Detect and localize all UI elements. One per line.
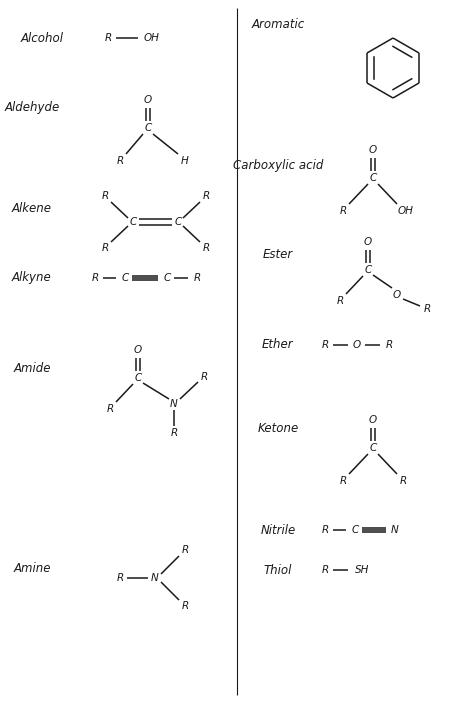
Text: Ester: Ester: [263, 248, 293, 262]
Text: R: R: [423, 304, 430, 314]
Text: R: R: [182, 545, 189, 555]
Text: R: R: [339, 476, 346, 486]
Text: Alcohol: Alcohol: [20, 32, 64, 44]
Text: C: C: [351, 525, 359, 535]
Text: O: O: [393, 290, 401, 300]
Text: O: O: [134, 345, 142, 355]
Text: C: C: [164, 273, 171, 283]
Text: R: R: [321, 565, 328, 575]
Text: R: R: [117, 156, 124, 166]
Text: R: R: [339, 206, 346, 216]
Text: R: R: [193, 273, 201, 283]
Text: O: O: [144, 95, 152, 105]
Text: R: R: [106, 404, 114, 414]
Text: R: R: [170, 428, 178, 438]
Text: R: R: [321, 340, 328, 350]
Text: Amine: Amine: [13, 562, 51, 574]
Text: C: C: [369, 173, 377, 183]
Text: R: R: [182, 601, 189, 611]
Text: R: R: [101, 191, 109, 201]
Text: R: R: [101, 243, 109, 253]
Text: C: C: [365, 265, 372, 275]
Text: R: R: [202, 243, 210, 253]
Text: Amide: Amide: [13, 361, 51, 375]
Text: R: R: [91, 273, 99, 283]
Text: C: C: [369, 443, 377, 453]
Text: SH: SH: [355, 565, 369, 575]
Text: O: O: [369, 415, 377, 425]
Text: R: R: [337, 296, 344, 306]
Text: Aldehyde: Aldehyde: [4, 101, 60, 115]
Text: O: O: [369, 145, 377, 155]
Text: Aromatic: Aromatic: [251, 18, 305, 32]
Text: R: R: [117, 573, 124, 583]
Text: C: C: [121, 273, 128, 283]
Text: Ketone: Ketone: [257, 422, 299, 434]
Text: Alkyne: Alkyne: [12, 271, 52, 285]
Text: O: O: [364, 237, 372, 247]
Text: N: N: [391, 525, 399, 535]
Text: R: R: [104, 33, 111, 43]
Text: H: H: [181, 156, 189, 166]
Text: Thiol: Thiol: [264, 564, 292, 576]
Text: C: C: [174, 217, 182, 227]
Text: Alkene: Alkene: [12, 202, 52, 214]
Text: OH: OH: [144, 33, 160, 43]
Text: N: N: [151, 573, 159, 583]
Text: Ether: Ether: [262, 339, 294, 352]
Text: R: R: [400, 476, 407, 486]
Text: Nitrile: Nitrile: [260, 524, 296, 536]
Text: R: R: [202, 191, 210, 201]
Text: R: R: [201, 372, 208, 382]
Text: C: C: [129, 217, 137, 227]
Text: R: R: [321, 525, 328, 535]
Text: O: O: [353, 340, 361, 350]
Text: C: C: [145, 123, 152, 133]
Text: C: C: [134, 373, 142, 383]
Text: OH: OH: [398, 206, 414, 216]
Text: R: R: [385, 340, 392, 350]
Text: N: N: [170, 399, 178, 409]
Text: Carboxylic acid: Carboxylic acid: [233, 158, 323, 172]
